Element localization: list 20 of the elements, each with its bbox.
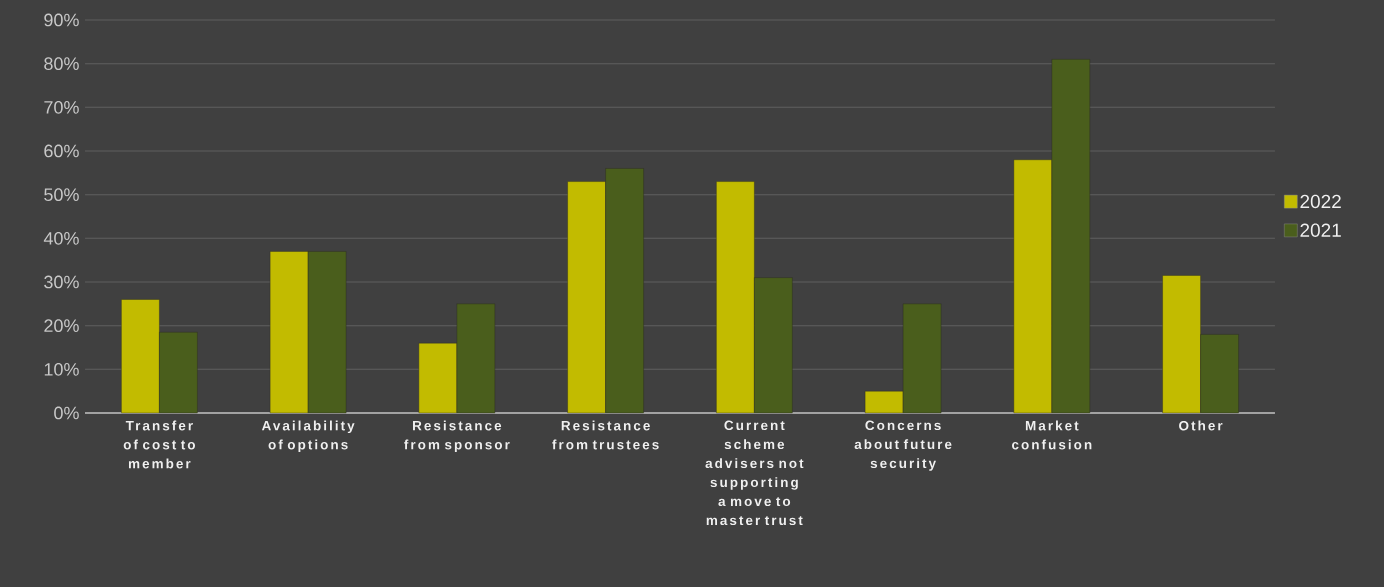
y-tick-label: 30%	[44, 275, 79, 289]
x-tick-label: Transfer of cost to member	[123, 420, 196, 469]
x-tick-label: Other	[1179, 420, 1223, 431]
legend-label: 2022	[1300, 194, 1341, 209]
x-tick-label: Availability of options	[261, 420, 355, 453]
x-tick-label: Resistance from sponsor	[404, 420, 510, 453]
y-tick-label: 10%	[44, 362, 79, 376]
y-tick-label: 50%	[44, 188, 79, 202]
x-tick-label: Market confusion	[1012, 420, 1092, 450]
x-tick-label: Current scheme advisers not supporting a move to master trust	[705, 420, 804, 526]
y-tick-label: 80%	[44, 57, 79, 71]
y-tick-label: 20%	[44, 319, 79, 333]
legend-label: 2021	[1300, 223, 1341, 237]
x-tick-label: Resistance from trustees	[552, 420, 659, 450]
y-tick-label: 70%	[44, 100, 79, 114]
x-tick-label: Concerns about future security	[854, 420, 952, 471]
y-tick-label: 40%	[43, 231, 79, 245]
y-tick-label: 0%	[54, 406, 79, 420]
y-tick-label: 90%	[44, 13, 79, 27]
y-tick-label: 60%	[44, 144, 79, 158]
